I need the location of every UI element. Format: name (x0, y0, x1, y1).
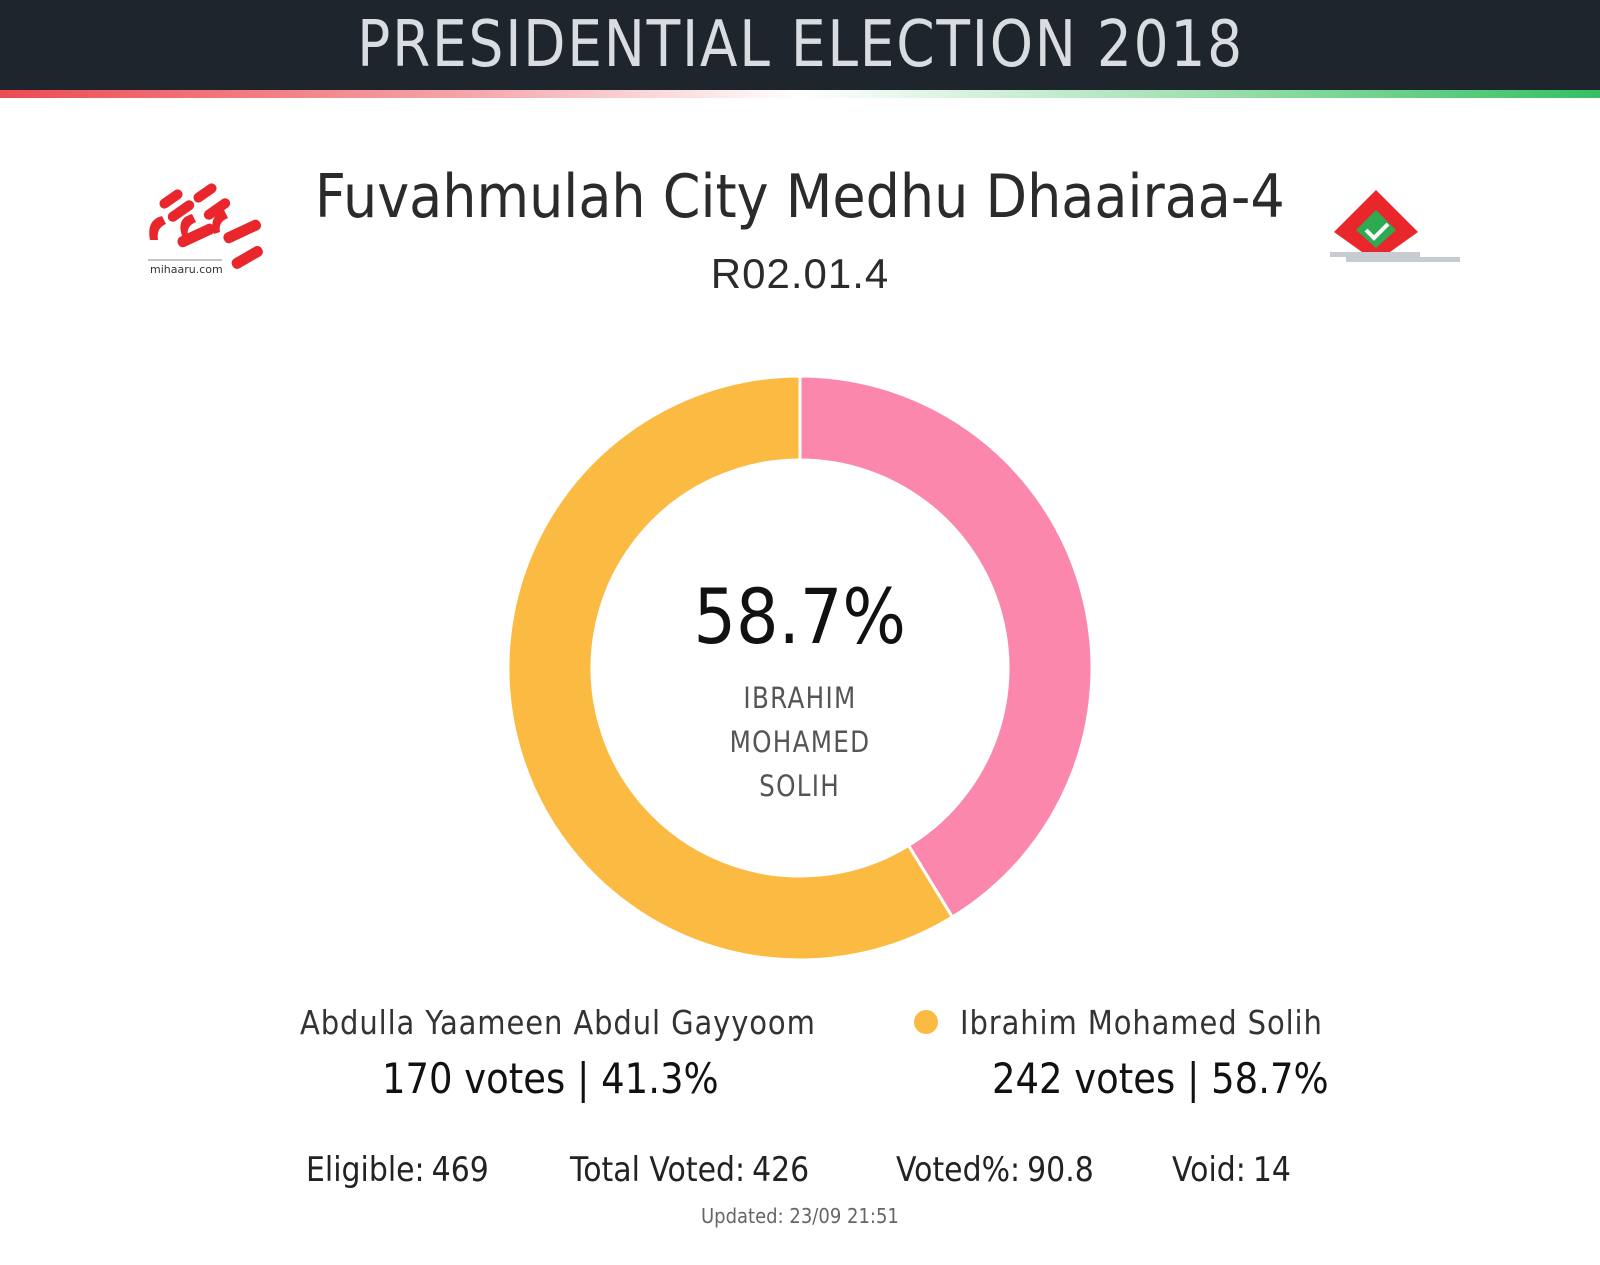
stat-voted-percent: Voted%: 90.8 (896, 1150, 1094, 1190)
mihaaru-logo-text: mihaaru.com (150, 263, 223, 276)
legend-name: Ibrahim Mohamed Solih (960, 1002, 1323, 1042)
header-bar: PRESIDENTIAL ELECTION 2018 (0, 0, 1600, 90)
legend-votes: 242 votes | 58.7% (991, 1054, 1329, 1103)
center-name-line2: SOLIH (759, 769, 841, 803)
stat-void: Void: 14 (1172, 1150, 1291, 1190)
center-name-line1: IBRAHIM MOHAMED (729, 681, 871, 759)
legend-name: Abdulla Yaameen Abdul Gayyoom (300, 1002, 816, 1042)
center-candidate-name: IBRAHIM MOHAMED SOLIH (650, 676, 950, 808)
constituency-code: R02.01.4 (710, 250, 890, 297)
updated-timestamp: Updated: 23/09 21:51 (701, 1204, 899, 1228)
donut-slice-1[interactable] (506, 374, 955, 962)
stat-eligible: Eligible: 469 (306, 1150, 489, 1190)
legend-dot-solih (914, 1010, 938, 1034)
center-percent: 58.7% (693, 572, 907, 661)
ballot-box-icon (1330, 190, 1460, 275)
mihaaru-logo: mihaaru.com (142, 180, 274, 290)
legend-item-solih: Ibrahim Mohamed Solih 242 votes | 58.7% (914, 1000, 1474, 1103)
header-accent-bar (0, 90, 1600, 98)
stats-row: Eligible: 469 Total Voted: 426 Voted%: 90.8… (0, 1150, 1600, 1200)
page-title: PRESIDENTIAL ELECTION 2018 (356, 8, 1244, 82)
legend-item-yaameen: Abdulla Yaameen Abdul Gayyoom 170 votes … (278, 1000, 838, 1104)
stat-total-voted: Total Voted: 426 (570, 1150, 810, 1190)
constituency-name: Fuvahmulah City Medhu Dhaairaa-4 (315, 162, 1285, 232)
legend-votes: 170 votes | 41.3% (381, 1054, 719, 1103)
donut-slice-0[interactable] (798, 374, 1094, 920)
